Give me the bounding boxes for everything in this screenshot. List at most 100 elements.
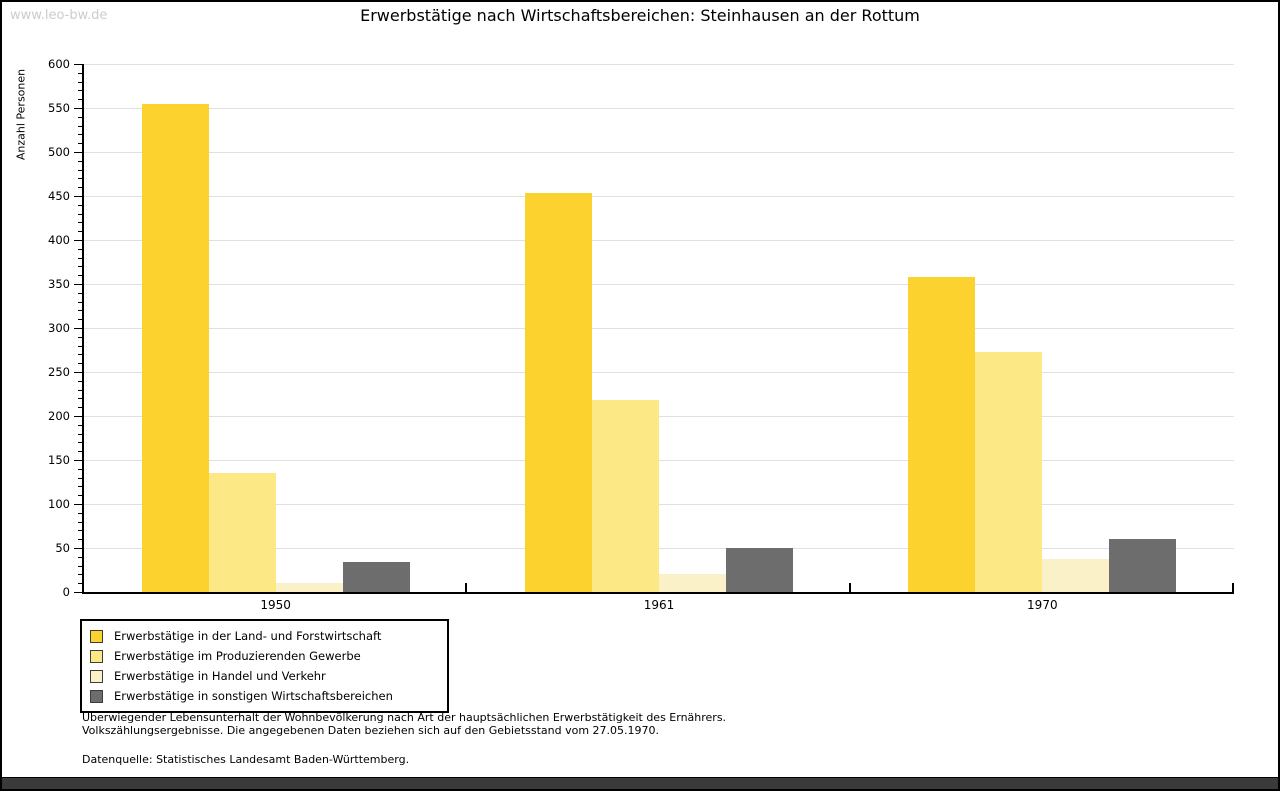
y-minor-tick (78, 583, 82, 585)
legend-swatch-produzierendes-gewerbe (90, 649, 103, 663)
y-minor-tick (78, 363, 82, 365)
y-minor-tick (78, 354, 82, 356)
y-minor-tick (78, 336, 82, 338)
x-tick-label: 1950 (260, 598, 291, 612)
y-minor-tick (78, 266, 82, 268)
y-minor-tick (78, 424, 82, 426)
y-minor-tick (78, 486, 82, 488)
x-axis-tick (465, 583, 468, 592)
y-minor-tick (78, 389, 82, 391)
footnote-line-2: Volkszählungsergebnisse. Die angegebenen… (82, 724, 660, 737)
y-tick-label: 0 (62, 585, 70, 599)
legend-item: Erwerbstätige in Handel und Verkehr (90, 666, 447, 686)
bottom-band (2, 777, 1278, 789)
y-major-tick (74, 548, 82, 549)
legend-item: Erwerbstätige im Produzierenden Gewerbe (90, 646, 447, 666)
y-tick-label: 50 (55, 541, 70, 555)
gridline (84, 152, 1234, 153)
y-minor-tick (78, 275, 82, 277)
gridline (84, 504, 1234, 505)
y-tick-label: 600 (48, 57, 70, 71)
footnote: Überwiegender Lebensunterhalt der Wohnbe… (82, 711, 726, 737)
y-tick-label: 100 (48, 497, 70, 511)
y-tick-label: 550 (48, 101, 70, 115)
y-minor-tick (78, 72, 82, 74)
y-minor-tick (78, 257, 82, 259)
y-minor-tick (78, 301, 82, 303)
y-minor-tick (78, 398, 82, 400)
y-minor-tick (78, 495, 82, 497)
y-minor-tick (78, 556, 82, 558)
y-minor-tick (78, 116, 82, 118)
y-minor-tick (78, 477, 82, 479)
y-major-tick (74, 196, 82, 197)
y-minor-tick (78, 160, 82, 162)
bar-1970-series-2 (1042, 559, 1110, 592)
y-minor-tick (78, 169, 82, 171)
y-minor-tick (78, 204, 82, 206)
gridline (84, 64, 1234, 65)
y-tick-label: 250 (48, 365, 70, 379)
y-tick-label: 450 (48, 189, 70, 203)
y-major-tick (74, 152, 82, 153)
gridline (84, 328, 1234, 329)
y-minor-tick (78, 380, 82, 382)
plot-area (82, 64, 1234, 594)
bar-1970-series-0 (908, 276, 976, 592)
y-major-tick (74, 372, 82, 373)
y-minor-tick (78, 345, 82, 347)
legend-swatch-handel-verkehr (90, 669, 103, 683)
gridline (84, 548, 1234, 549)
bar-1950-series-3 (342, 562, 410, 592)
legend-label: Erwerbstätige in sonstigen Wirtschaftsbe… (114, 689, 393, 703)
bar-1950-series-0 (141, 103, 209, 592)
bar-1970-series-1 (975, 351, 1043, 592)
y-minor-tick (78, 90, 82, 92)
y-minor-tick (78, 213, 82, 215)
y-tick-label: 150 (48, 453, 70, 467)
x-axis-tick (1232, 583, 1234, 592)
y-major-tick (74, 108, 82, 109)
y-minor-tick (78, 451, 82, 453)
bar-1961-series-1 (592, 400, 659, 592)
y-minor-tick (78, 187, 82, 189)
y-minor-tick (78, 407, 82, 409)
y-minor-tick (78, 222, 82, 224)
y-major-tick (74, 592, 82, 593)
y-minor-tick (78, 99, 82, 101)
chart-title: Erwerbstätige nach Wirtschaftsbereichen:… (360, 6, 920, 25)
legend-swatch-land-forstwirtschaft (90, 629, 103, 643)
y-minor-tick (78, 521, 82, 523)
bar-1950-series-1 (208, 473, 276, 592)
footnote-line-1: Überwiegender Lebensunterhalt der Wohnbe… (82, 711, 727, 724)
y-minor-tick (78, 134, 82, 136)
legend-item: Erwerbstätige in sonstigen Wirtschaftsbe… (90, 686, 447, 706)
y-minor-tick (78, 530, 82, 532)
y-minor-tick (78, 539, 82, 541)
y-major-tick (74, 240, 82, 241)
y-major-tick (74, 504, 82, 505)
legend: Erwerbstätige in der Land- und Forstwirt… (80, 619, 449, 713)
gridline (84, 108, 1234, 109)
legend-label: Erwerbstätige in der Land- und Forstwirt… (114, 629, 382, 643)
legend-swatch-sonstige (90, 689, 103, 703)
bar-1961-series-0 (525, 193, 592, 592)
y-minor-tick (78, 512, 82, 514)
y-minor-tick (78, 319, 82, 321)
legend-item: Erwerbstätige in der Land- und Forstwirt… (90, 626, 447, 646)
x-tick-label: 1961 (643, 598, 675, 612)
y-tick-label: 400 (48, 233, 70, 247)
y-major-tick (74, 460, 82, 461)
y-minor-tick (78, 248, 82, 250)
y-tick-label: 500 (48, 145, 70, 159)
legend-label: Erwerbstätige im Produzierenden Gewerbe (114, 649, 361, 663)
y-minor-tick (78, 442, 82, 444)
y-tick-label: 200 (48, 409, 70, 423)
x-tick-label: 1970 (1027, 598, 1058, 612)
y-tick-label: 300 (48, 321, 70, 335)
y-minor-tick (78, 125, 82, 127)
y-tick-label: 350 (48, 277, 70, 291)
y-major-tick (74, 328, 82, 329)
y-minor-tick (78, 565, 82, 567)
gridline (84, 416, 1234, 417)
